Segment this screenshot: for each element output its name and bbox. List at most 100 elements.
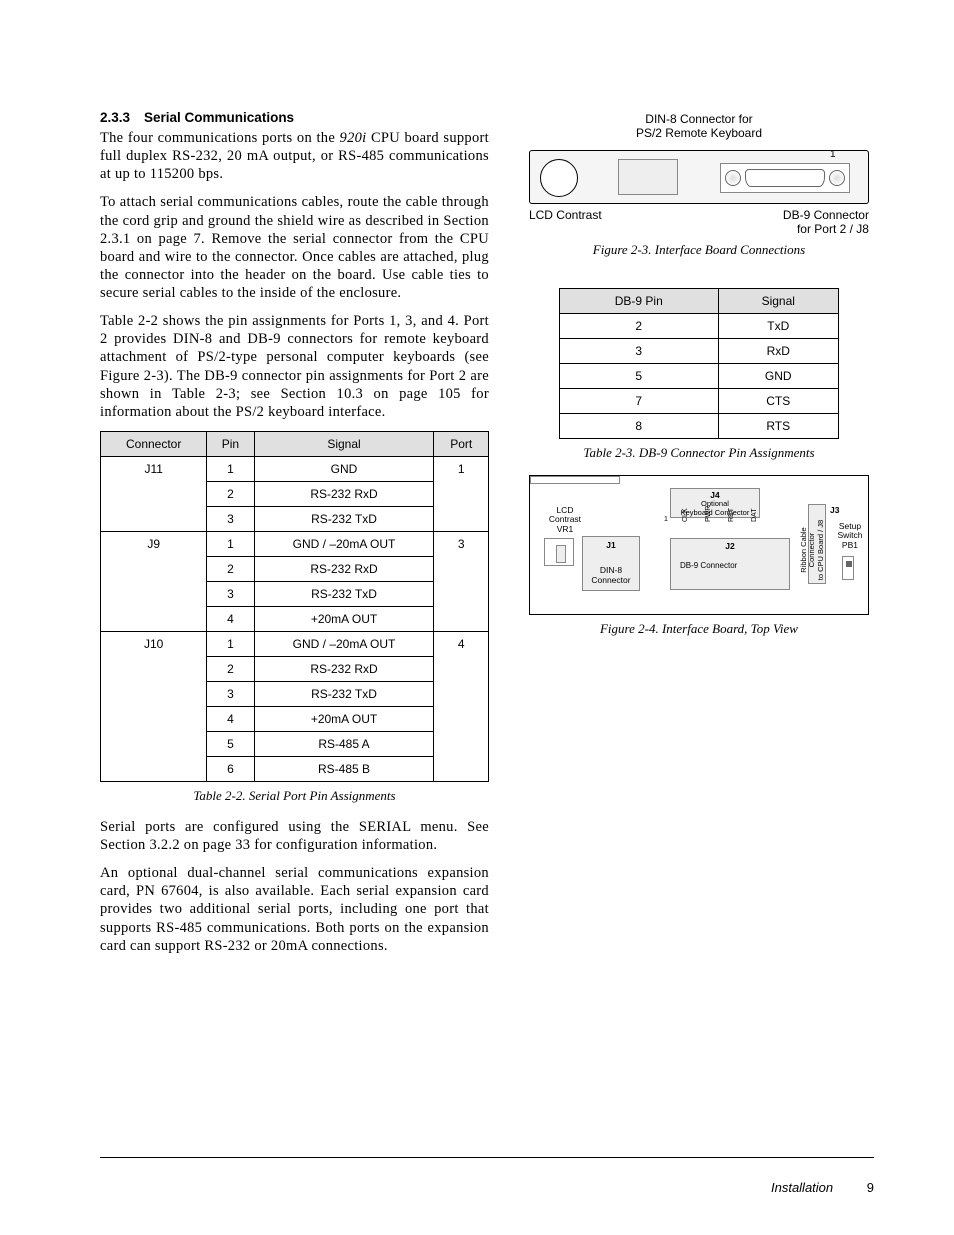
table-2-3: DB-9 Pin Signal 2TxD3RxD5GND7CTS8RTS (559, 288, 839, 439)
cell-signal: GND (254, 456, 434, 481)
table-row: 2TxD (559, 314, 838, 339)
cell-port: 1 (434, 456, 488, 531)
cell-port: 3 (434, 531, 488, 631)
fig4-j4-pins (530, 476, 620, 484)
t22-h-connector: Connector (101, 431, 207, 456)
heading-title: Serial Communications (144, 110, 294, 125)
table-row: J111GND1 (101, 456, 489, 481)
product-name: 920i (340, 130, 367, 146)
cell-signal: RS-485 A (254, 731, 434, 756)
fig4-lcd-label: LCD Contrast VR1 (540, 506, 590, 534)
figure-2-3: DIN-8 Connector for PS/2 Remote Keyboard… (524, 112, 874, 258)
screw-icon (725, 170, 741, 186)
page-footer: Installation 9 (771, 1180, 874, 1195)
table-row: 8RTS (559, 414, 838, 439)
figure-2-3-caption: Figure 2-3. Interface Board Connections (524, 242, 874, 258)
fig4-j2-head: J2 (725, 541, 734, 551)
fig4-j3-side: Ribbon Cable Connector to CPU Board / J8 (800, 516, 825, 584)
cell-signal: RS-232 RxD (254, 656, 434, 681)
t23-h-signal: Signal (718, 289, 838, 314)
cell-connector: J9 (101, 531, 207, 631)
cell-signal: GND (718, 364, 838, 389)
cell-signal: RxD (718, 339, 838, 364)
table-row: 3RxD (559, 339, 838, 364)
table-row: J91GND / –20mA OUT3 (101, 531, 489, 556)
paragraph-1: The four communications ports on the 920… (100, 129, 489, 183)
footer-section: Installation (771, 1180, 833, 1195)
fig4-j3-head: J3 (830, 506, 839, 515)
paragraph-5: An optional dual-channel serial communic… (100, 864, 489, 955)
cell-signal: +20mA OUT (254, 706, 434, 731)
footer-page-number: 9 (867, 1180, 874, 1195)
cell-pin: 1 (207, 456, 254, 481)
cell-signal: RS-232 RxD (254, 556, 434, 581)
fig4-pin-dat: DAT (751, 509, 759, 522)
cell-pin: 6 (207, 756, 254, 781)
cell-signal: RS-485 B (254, 756, 434, 781)
cell-signal: +20mA OUT (254, 606, 434, 631)
t23-h-pin: DB-9 Pin (559, 289, 718, 314)
t22-h-signal: Signal (254, 431, 434, 456)
figure-2-4-caption: Figure 2-4. Interface Board, Top View (524, 621, 874, 637)
fig4-j1-box: J1 DIN-8 Connector (582, 536, 640, 591)
cell-signal: GND / –20mA OUT (254, 531, 434, 556)
cell-pin: 7 (559, 389, 718, 414)
cell-pin: 5 (559, 364, 718, 389)
fig4-j2-sub: DB-9 Connector (680, 562, 737, 571)
din8-connector-icon (618, 159, 678, 195)
t22-h-pin: Pin (207, 431, 254, 456)
paragraph-2: To attach serial communications cables, … (100, 193, 489, 302)
cell-pin: 4 (207, 706, 254, 731)
cell-signal: RS-232 TxD (254, 581, 434, 606)
heading-number: 2.3.3 (100, 110, 130, 125)
fig4-setup-label: Setup Switch PB1 (832, 522, 868, 550)
lcd-contrast-knob (540, 159, 578, 197)
cell-signal: GND / –20mA OUT (254, 631, 434, 656)
cell-pin: 2 (207, 656, 254, 681)
table-row: 7CTS (559, 389, 838, 414)
table-row: J101GND / –20mA OUT4 (101, 631, 489, 656)
cell-pin: 3 (559, 339, 718, 364)
cell-signal: RS-232 TxD (254, 506, 434, 531)
screw-icon (829, 170, 845, 186)
cell-pin: 1 (207, 531, 254, 556)
interface-panel: 1 (529, 150, 869, 204)
table-2-3-caption: Table 2-3. DB-9 Connector Pin Assignment… (524, 445, 874, 461)
cell-pin: 3 (207, 506, 254, 531)
section-heading: 2.3.3 Serial Communications (100, 110, 489, 125)
cell-pin: 2 (207, 556, 254, 581)
figure-2-4: LCD Contrast VR1 J1 DIN-8 Connector J4 O… (524, 475, 874, 637)
db9-slot-icon (745, 169, 825, 187)
table-2-2: Connector Pin Signal Port J111GND12RS-23… (100, 431, 489, 782)
cell-pin: 3 (207, 581, 254, 606)
cell-pin: 8 (559, 414, 718, 439)
cell-pin: 2 (207, 481, 254, 506)
paragraph-3: Table 2-2 shows the pin assignments for … (100, 312, 489, 421)
fig3-db9-label: DB-9 Connector for Port 2 / J8 (783, 208, 869, 236)
table-row: 5GND (559, 364, 838, 389)
paragraph-4: Serial ports are configured using the SE… (100, 818, 489, 854)
fig3-lcd-label: LCD Contrast (529, 208, 602, 236)
fig4-pin-ret: RET (728, 508, 736, 522)
table-2-2-caption: Table 2-2. Serial Port Pin Assignments (100, 788, 489, 804)
pin-1-label: 1 (830, 149, 836, 160)
cell-pin: 4 (207, 606, 254, 631)
fig3-top-label: DIN-8 Connector for PS/2 Remote Keyboard (524, 112, 874, 140)
fig4-pin-clk: CLK (682, 508, 690, 522)
cell-signal: TxD (718, 314, 838, 339)
cell-pin: 1 (207, 631, 254, 656)
cell-pin: 5 (207, 731, 254, 756)
cell-connector: J10 (101, 631, 207, 781)
footer-rule (100, 1157, 874, 1158)
cell-port: 4 (434, 631, 488, 781)
fig4-pb1-switch (842, 556, 854, 580)
cell-connector: J11 (101, 456, 207, 531)
cell-signal: RS-232 RxD (254, 481, 434, 506)
cell-pin: 3 (207, 681, 254, 706)
db9-connector-icon (720, 163, 850, 193)
fig4-j1-head: J1 (606, 540, 615, 550)
cell-pin: 2 (559, 314, 718, 339)
cell-signal: RTS (718, 414, 838, 439)
fig4-j4-one: 1 (664, 516, 668, 524)
t22-h-port: Port (434, 431, 488, 456)
